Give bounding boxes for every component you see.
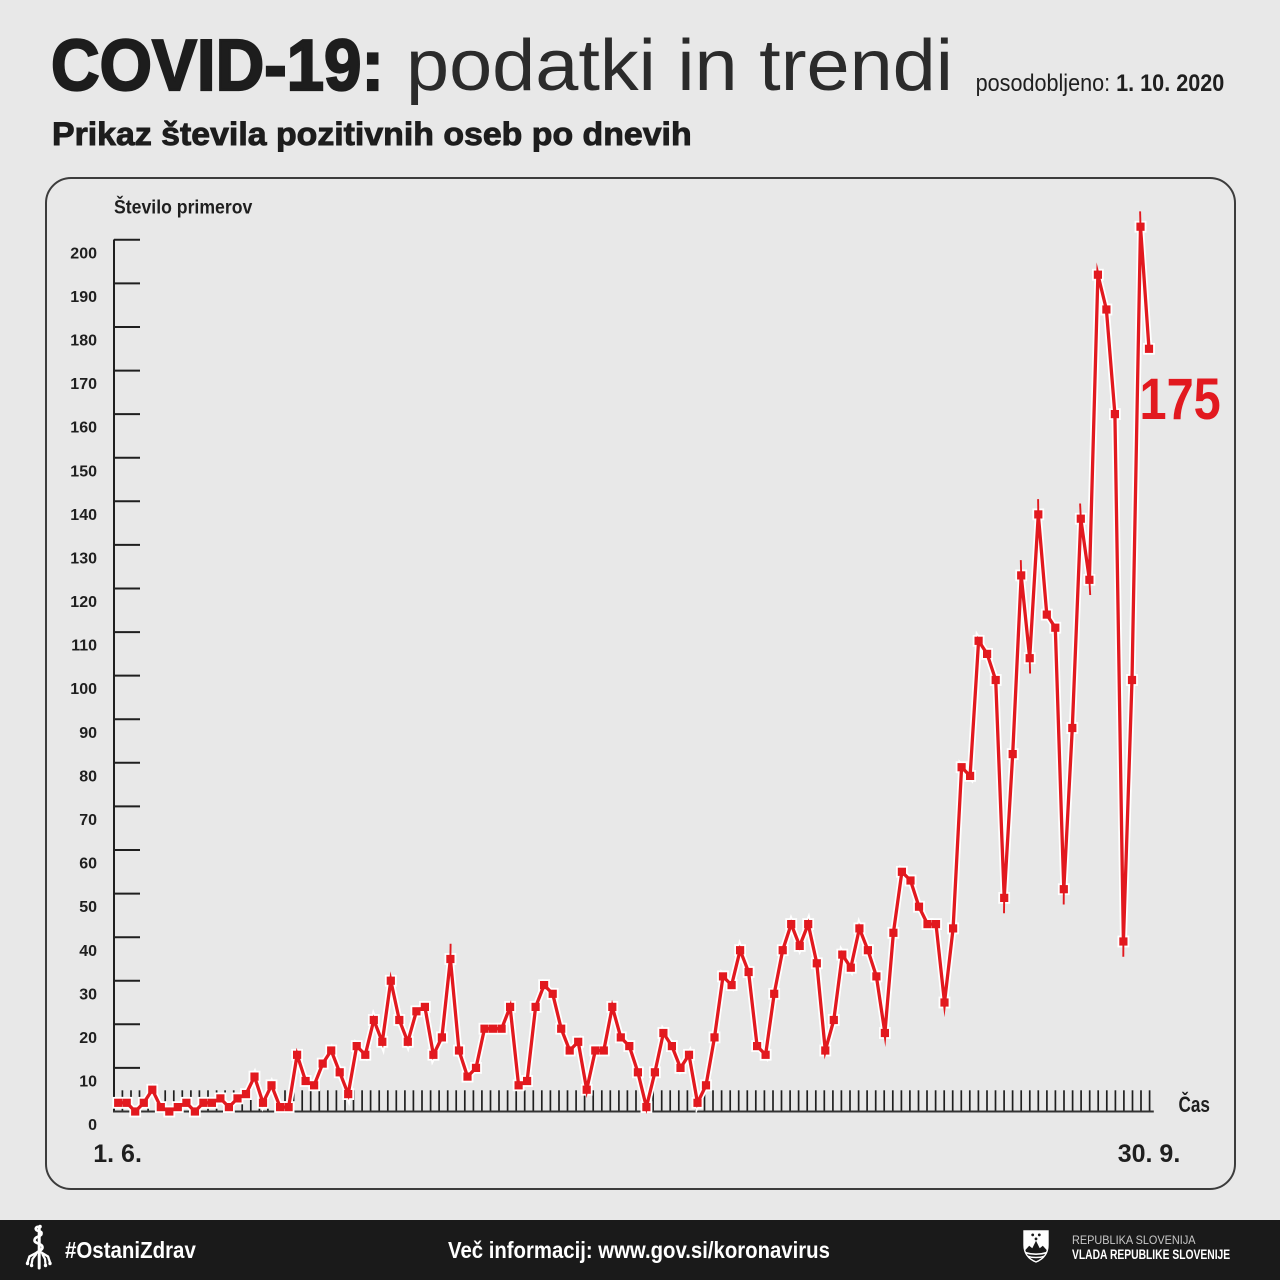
svg-text:160: 160 bbox=[70, 420, 97, 437]
svg-text:70: 70 bbox=[79, 812, 97, 829]
svg-text:10: 10 bbox=[79, 1074, 97, 1091]
svg-text:180: 180 bbox=[70, 333, 97, 350]
svg-text:30: 30 bbox=[79, 986, 97, 1003]
svg-text:110: 110 bbox=[71, 638, 97, 655]
svg-text:150: 150 bbox=[70, 463, 97, 480]
svg-text:20: 20 bbox=[79, 1030, 97, 1047]
svg-text:200: 200 bbox=[70, 245, 97, 262]
svg-text:190: 190 bbox=[70, 289, 97, 306]
svg-text:Čas: Čas bbox=[1179, 1091, 1210, 1118]
svg-text:130: 130 bbox=[70, 551, 97, 568]
svg-text:60: 60 bbox=[79, 856, 97, 873]
svg-text:140: 140 bbox=[70, 507, 97, 524]
svg-text:40: 40 bbox=[79, 943, 97, 960]
svg-text:1. 6.: 1. 6. bbox=[93, 1140, 142, 1168]
svg-text:120: 120 bbox=[70, 594, 97, 611]
svg-text:100: 100 bbox=[70, 681, 97, 698]
svg-text:175: 175 bbox=[1140, 368, 1221, 432]
svg-text:Število primerov: Število primerov bbox=[114, 196, 253, 218]
svg-text:80: 80 bbox=[79, 768, 97, 785]
svg-text:30. 9.: 30. 9. bbox=[1118, 1140, 1181, 1168]
svg-text:90: 90 bbox=[79, 725, 97, 742]
svg-text:50: 50 bbox=[79, 899, 97, 916]
svg-text:0: 0 bbox=[88, 1117, 97, 1134]
svg-text:170: 170 bbox=[70, 376, 97, 393]
